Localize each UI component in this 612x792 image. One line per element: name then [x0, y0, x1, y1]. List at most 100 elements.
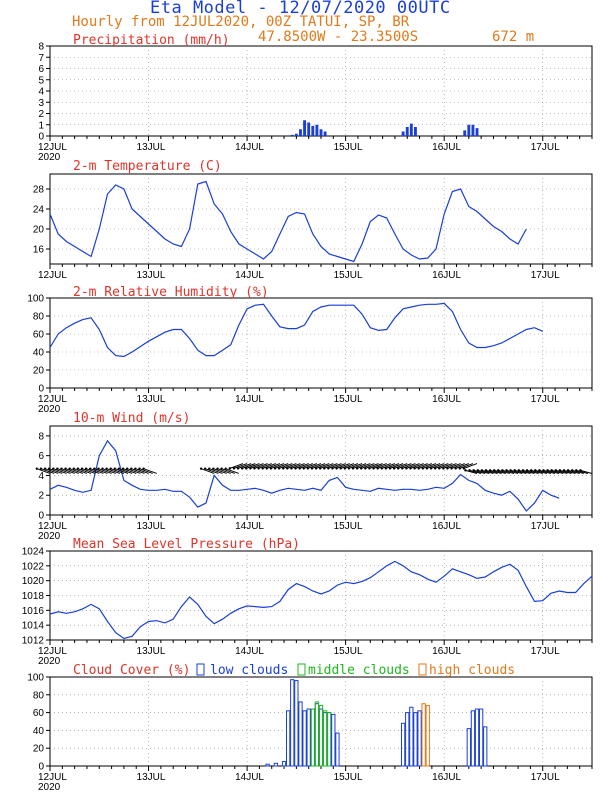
wind-arrow-head — [306, 467, 310, 470]
precip-bar — [471, 124, 475, 136]
wind-arrow — [217, 468, 231, 474]
wind-arrow — [262, 463, 277, 469]
wind-arrow-head — [105, 467, 108, 470]
wind-arrow-head — [228, 467, 232, 470]
wind-arrow — [291, 463, 305, 469]
wind-arrow-head — [360, 467, 363, 470]
wind-arrow-head — [273, 467, 277, 470]
middle-clouds-legend: middle clouds — [308, 663, 410, 678]
wind-arrow-head — [52, 467, 55, 470]
wind-arrow-head — [117, 467, 121, 470]
wind-arrow — [40, 468, 55, 474]
wind-arrow — [563, 469, 576, 474]
mslp-ytick-label: 1012 — [22, 636, 45, 647]
wind-xtick-label: 16JUL — [432, 521, 461, 532]
wind-arrow-head — [290, 467, 293, 470]
wind-arrow — [106, 468, 120, 474]
low-cloud-bar — [298, 701, 303, 767]
precip-bar — [323, 131, 327, 136]
wind-arrow-head — [529, 469, 533, 472]
high-cloud-bar — [421, 703, 426, 767]
wind-arrow — [393, 463, 408, 469]
temp-ytick-label: 28 — [33, 185, 45, 196]
wind-arrow-head — [97, 467, 100, 470]
wind-arrow-head — [468, 469, 471, 472]
wind-arrow-head — [249, 467, 252, 470]
wind-arrow-head — [464, 469, 467, 472]
wind-arrow — [576, 469, 589, 474]
wind-arrow — [287, 463, 301, 469]
cloud-xtick-label: 15JUL — [334, 772, 363, 783]
precip-xtick-label: 16JUL — [432, 142, 461, 153]
wind-arrow-head — [438, 467, 441, 470]
wind-arrow — [555, 469, 568, 474]
rh-xtick-label: 16JUL — [432, 394, 461, 405]
rh-title: 2-m Relative Humidity (%) — [73, 285, 269, 300]
mslp-ytick-label: 1014 — [22, 621, 45, 632]
low-cloud-bar — [265, 763, 270, 767]
wind-arrow — [246, 463, 260, 469]
wind-arrow-head — [484, 469, 488, 472]
wind-arrow — [311, 463, 326, 469]
wind-ytick-label: 8 — [38, 431, 44, 442]
wind-arrow-head — [109, 467, 112, 470]
wind-arrow — [398, 463, 412, 469]
wind-arrow-head — [125, 467, 129, 470]
precip-ytick-label: 2 — [38, 109, 44, 120]
wind-arrow — [81, 468, 96, 474]
mslp-ytick-label: 1018 — [22, 591, 45, 602]
wind-arrow — [434, 463, 449, 469]
wind-arrow — [85, 468, 100, 474]
wind-arrow — [135, 468, 149, 474]
wind-arrow — [307, 463, 322, 469]
low-clouds-legend: low clouds — [210, 663, 288, 678]
wind-arrow — [266, 463, 281, 469]
wind-arrow-head — [298, 467, 301, 470]
wind-arrow-head — [35, 467, 39, 470]
wind-arrow — [455, 463, 469, 469]
wind-xtick-label: 14JUL — [235, 521, 264, 532]
wind-arrow — [315, 463, 330, 469]
wind-arrow — [531, 469, 543, 474]
wind-arrow-head — [476, 469, 479, 472]
wind-arrow-head — [282, 467, 285, 470]
wind-arrow — [510, 469, 523, 474]
station-elevation: 672 m — [492, 29, 535, 45]
high-cloud-bar — [425, 704, 430, 767]
wind-arrow — [61, 468, 75, 474]
wind-arrow — [365, 463, 379, 469]
wind-arrow-head — [84, 467, 88, 470]
wind-arrow-head — [343, 467, 346, 470]
rh-xtick-label: 17JUL — [531, 394, 560, 405]
low-cloud-bar — [413, 712, 418, 767]
wind-arrow — [539, 469, 552, 474]
wind-arrow-head — [425, 467, 429, 470]
rh-ytick-label: 100 — [27, 294, 44, 305]
wind-arrow — [373, 463, 387, 469]
low-cloud-bar — [474, 708, 480, 767]
mid-cloud-bar — [318, 704, 324, 767]
wind-xtick-label: 17JUL — [531, 521, 560, 532]
wind-arrow — [352, 463, 367, 469]
precip-bar — [401, 131, 405, 136]
precip-bar — [409, 123, 413, 136]
wind-arrow-head — [405, 467, 408, 470]
wind-arrow-head — [538, 469, 541, 472]
wind-arrow-head — [550, 469, 553, 472]
wind-arrow-head — [236, 467, 240, 470]
precip-xtick-label: 15JUL — [334, 142, 363, 153]
wind-arrow — [139, 468, 153, 474]
mslp-ytick-label: 1016 — [22, 606, 45, 617]
wind-title: 10-m Wind (m/s) — [73, 411, 190, 426]
wind-arrow-head — [458, 467, 461, 470]
wind-series-line — [49, 439, 560, 512]
wind-arrow — [514, 469, 527, 474]
cloud-ytick-label: 0 — [38, 762, 44, 773]
temp-xtick-label: 12JUL — [38, 270, 67, 281]
wind-arrow-head — [302, 467, 305, 470]
low-cloud-bar — [331, 713, 336, 767]
wind-arrow-head — [121, 467, 125, 470]
wind-arrow — [567, 469, 580, 474]
wind-arrow — [102, 468, 116, 474]
